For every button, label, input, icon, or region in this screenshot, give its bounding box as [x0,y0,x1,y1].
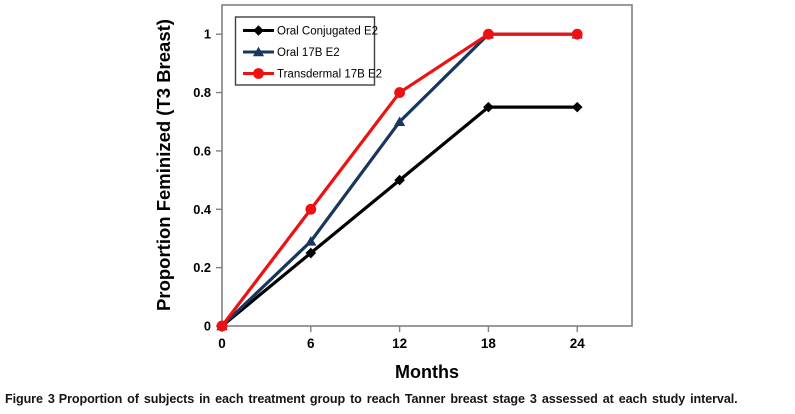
y-tick-label: 0.8 [193,85,211,100]
x-tick-label: 18 [481,336,497,351]
data-point-transdermal-17b-e2 [394,87,406,98]
x-tick-label: 24 [570,336,586,351]
figure-caption: Figure 3 Proportion of subjects in each t… [5,392,791,406]
y-tick-label: 0.2 [193,260,211,275]
data-point-transdermal-17b-e2 [305,203,317,215]
y-tick-label: 0.6 [193,143,211,158]
legend-marker-oral-conjugated-e2 [253,25,264,36]
y-tick-label: 0.4 [193,202,212,217]
y-tick-label: 1 [204,27,211,42]
x-tick-label: 12 [392,336,407,351]
data-point-transdermal-17b-e2 [483,28,494,40]
legend-label-oral-17b-e2: Oral 17B E2 [277,47,340,59]
legend-marker-transdermal-17b-e2 [253,68,264,79]
y-axis-title: Proportion Feminized (T3 Breast) [153,19,174,311]
figure-caption-text: Proportion of subjects in each treatment… [58,392,738,406]
legend-label-transdermal-17b-e2: Transdermal 17B E2 [277,69,382,81]
data-point-oral-17b-e2 [394,116,406,127]
legend-label-oral-conjugated-e2: Oral Conjugated E2 [277,26,378,38]
data-point-oral-17b-e2 [305,236,317,246]
figure-caption-label: Figure 3 [5,392,55,406]
data-point-oral-conjugated-e2 [305,247,317,259]
data-point-oral-conjugated-e2 [571,101,583,113]
data-point-transdermal-17b-e2 [216,320,228,332]
legend-marker-oral-17b-e2 [252,46,265,57]
x-axis-ticks: 0 6 12 18 24 [218,326,585,351]
data-point-oral-conjugated-e2 [394,174,405,186]
data-point-transdermal-17b-e2 [571,28,583,40]
x-tick-label: 6 [307,336,315,351]
data-series [216,28,583,332]
x-axis-title: Months [395,362,459,382]
y-tick-label: 0 [204,319,211,334]
legend: Oral Conjugated E2 Oral 17B E2 Transdermal… [234,16,382,86]
line-chart: 0 0.2 0.4 0.6 0.8 1 0 6 12 18 24 Oral Conjugated … [153,4,633,382]
data-point-oral-conjugated-e2 [483,101,494,113]
y-axis-ticks: 0 0.2 0.4 0.6 0.8 1 [193,27,222,334]
x-tick-label: 0 [218,336,226,351]
